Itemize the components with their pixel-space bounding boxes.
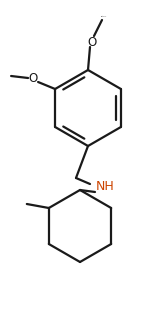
Text: O: O xyxy=(28,72,38,85)
Text: O: O xyxy=(87,36,97,49)
Text: methoxy: methoxy xyxy=(101,15,107,17)
Text: NH: NH xyxy=(96,180,115,192)
